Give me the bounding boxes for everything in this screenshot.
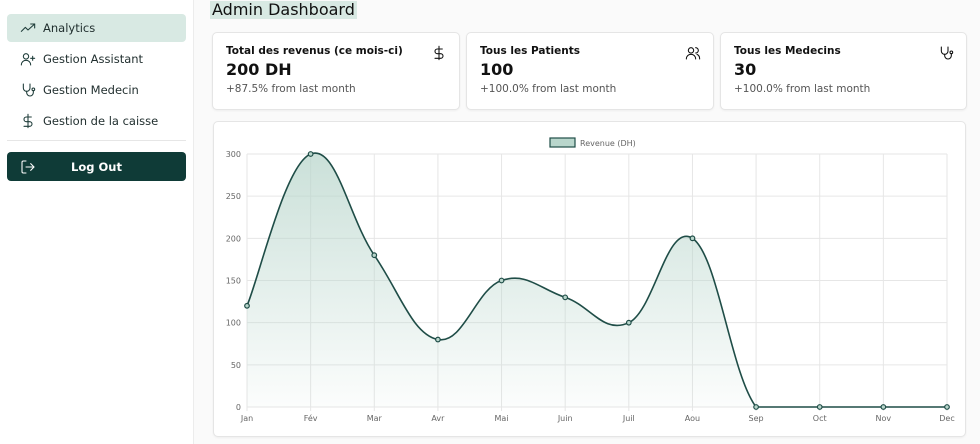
data-point-oct [816, 404, 823, 410]
user-plus-icon [19, 50, 37, 68]
data-point-juin [562, 294, 569, 301]
x-tick-label: Dec [939, 414, 954, 423]
data-point-mar [371, 252, 378, 259]
sidebar-item-label: Gestion Assistant [43, 52, 144, 66]
logout-label: Log Out [71, 159, 122, 174]
x-tick-label: Mai [495, 414, 509, 423]
card-subtext: +100.0% from last month [734, 83, 871, 95]
x-tick-label: Juil [622, 414, 635, 423]
sidebar-item-gestion-medecin[interactable]: Gestion Medecin [7, 76, 186, 104]
x-tick-label: Oct [813, 414, 827, 423]
data-point-fév [307, 151, 314, 157]
stat-card-revenus: Total des revenus (ce mois-ci) 200 DH +8… [212, 32, 460, 110]
card-value: 100 [480, 60, 514, 79]
data-point-aou [689, 235, 696, 242]
revenue-chart-card: 0 50 100 150 200 250 300 Jan Fév Mar Avr Mai Juin Jui… [213, 121, 966, 437]
y-tick-label: 100 [226, 319, 241, 328]
card-subtext: +100.0% from last month [480, 83, 617, 95]
data-point-mai [498, 277, 505, 284]
x-tick-label: Aou [685, 414, 700, 423]
y-tick-label: 0 [236, 403, 241, 412]
sidebar: Analytics Gestion Assistant Gestion Mede… [0, 0, 194, 444]
series-area-fill [247, 153, 947, 407]
y-tick-label: 50 [231, 361, 241, 370]
data-point-dec [944, 404, 950, 410]
card-value: 200 DH [226, 60, 292, 79]
card-title: Total des revenus (ce mois-ci) [226, 45, 403, 57]
logout-button[interactable]: Log Out [7, 152, 186, 181]
stat-card-patients: Tous les Patients 100 +100.0% from last … [466, 32, 714, 110]
dollar-icon [431, 45, 447, 61]
logout-icon [19, 158, 37, 176]
series-line-revenue [246, 152, 947, 408]
x-tick-label: Mar [367, 414, 383, 423]
data-point-sep [753, 404, 759, 410]
sidebar-item-gestion-caisse[interactable]: Gestion de la caisse [7, 107, 186, 135]
sidebar-item-label: Analytics [43, 21, 96, 35]
x-tick-label: Nov [876, 414, 892, 423]
x-tick-label: Sep [749, 414, 764, 423]
legend-swatch [549, 137, 576, 148]
y-tick-label: 150 [226, 277, 241, 286]
stat-card-medecins: Tous les Medecins 30 +100.0% from last m… [720, 32, 967, 110]
card-title: Tous les Medecins [734, 45, 841, 57]
x-tick-label: Avr [431, 414, 445, 423]
card-subtext: +87.5% from last month [226, 83, 356, 95]
y-tick-label: 250 [226, 192, 241, 201]
x-tick-label: Juin [557, 414, 573, 423]
revenue-line-chart: 0 50 100 150 200 250 300 Jan Fév Mar Avr Mai Juin Jui… [226, 137, 955, 423]
sidebar-item-label: Gestion de la caisse [43, 114, 159, 128]
stethoscope-icon [19, 81, 37, 99]
card-value: 30 [734, 60, 757, 79]
data-point-nov [880, 404, 887, 410]
sidebar-divider [7, 140, 186, 141]
data-point-juil [625, 319, 632, 326]
y-tick-label: 200 [226, 234, 241, 243]
dollar-icon [19, 112, 37, 130]
x-tick-label: Jan [240, 414, 253, 423]
legend-label: Revenue (DH) [580, 139, 636, 148]
x-tick-label: Fév [304, 413, 318, 423]
sidebar-item-label: Gestion Medecin [43, 83, 139, 97]
users-icon [685, 45, 701, 61]
y-tick-label: 300 [226, 150, 241, 159]
data-point-jan [244, 302, 250, 309]
card-title: Tous les Patients [480, 45, 580, 57]
data-point-avr [435, 336, 441, 343]
trend-line-icon [19, 19, 37, 37]
page-title: Admin Dashboard [210, 0, 357, 19]
sidebar-item-gestion-assistant[interactable]: Gestion Assistant [7, 45, 186, 73]
stethoscope-icon [938, 45, 954, 61]
sidebar-item-analytics[interactable]: Analytics [7, 14, 186, 42]
